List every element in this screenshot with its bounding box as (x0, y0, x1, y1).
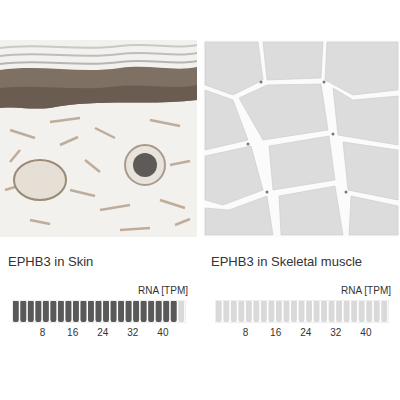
svg-text:32: 32 (330, 327, 342, 338)
svg-text:40: 40 (157, 327, 169, 338)
svg-text:16: 16 (270, 327, 282, 338)
svg-text:24: 24 (300, 327, 312, 338)
html-text:EPHB3 in Skeletal muscle: EPHB3 in Skeletal muscle (211, 254, 362, 269)
html-text:RNA [TPM]: RNA [TPM] (341, 285, 391, 296)
svg-text:24: 24 (97, 327, 109, 338)
svg-text:16: 16 (67, 327, 79, 338)
svg-text:8: 8 (243, 327, 249, 338)
svg-text:8: 8 (40, 327, 46, 338)
html-text:EPHB3 in Skin: EPHB3 in Skin (8, 254, 94, 269)
svg-text:32: 32 (127, 327, 139, 338)
svg-text:40: 40 (360, 327, 372, 338)
html-text:RNA [TPM]: RNA [TPM] (138, 285, 188, 296)
